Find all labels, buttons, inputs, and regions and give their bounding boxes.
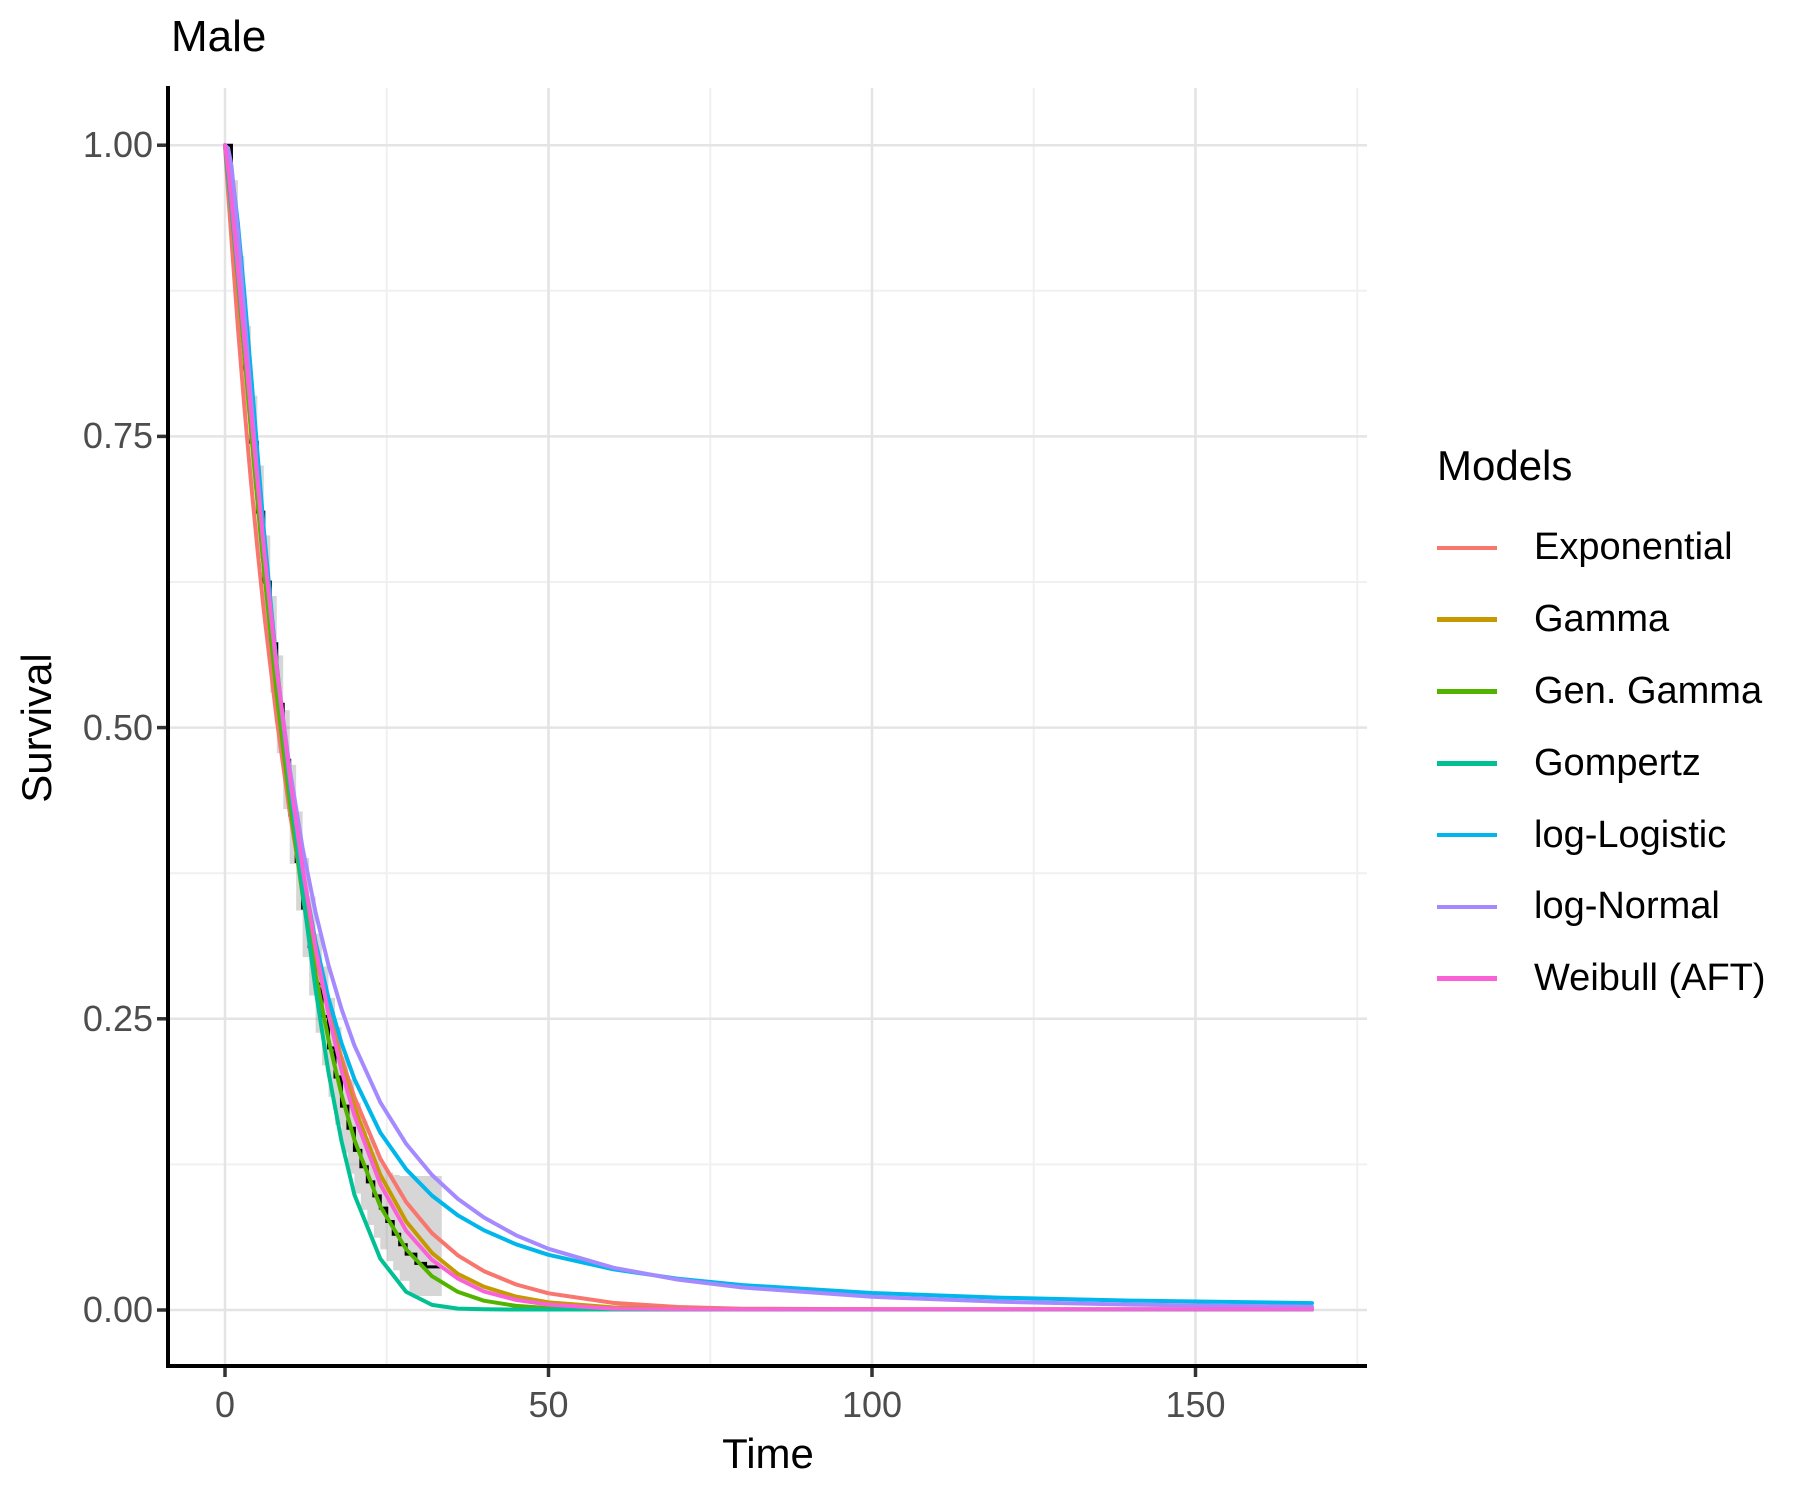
x-tick-label: 150: [1165, 1384, 1226, 1425]
y-tick-label: 1.00: [82, 124, 153, 166]
y-tick-label: 0.25: [82, 997, 153, 1039]
legend-label-gen-gamma: Gen. Gamma: [1534, 669, 1763, 712]
legend: Models Exponential Gamma Gen. Gamma Gompert…: [1437, 442, 1766, 1015]
legend-item-gamma: Gamma: [1437, 584, 1766, 656]
curve-log-logistic: [223, 143, 1314, 1306]
confidence-ribbon: [225, 145, 442, 1297]
plot-title: Male: [171, 12, 267, 61]
y-tick-label: 0.75: [82, 415, 153, 457]
y-tick-label: 0.50: [82, 706, 153, 748]
legend-label-log-normal: log-Normal: [1534, 885, 1720, 928]
legend-label-log-logistic: log-Logistic: [1534, 813, 1727, 856]
legend-key-log-logistic: [1437, 832, 1497, 838]
legend-title: Models: [1437, 442, 1573, 489]
legend-item-log-normal: log-Normal: [1437, 871, 1766, 943]
curve-log-normal: [223, 143, 1314, 1309]
legend-key-gamma: [1437, 617, 1497, 622]
legend-item-exponential: Exponential: [1437, 512, 1766, 584]
legend-label-weibull-aft: Weibull (AFT): [1534, 957, 1766, 1000]
y-tick-label: 0.00: [82, 1289, 153, 1330]
y-axis-title: Survival: [13, 653, 60, 803]
legend-label-exponential: Exponential: [1534, 526, 1733, 569]
x-tick-label: 0: [214, 1384, 236, 1425]
legend-item-weibull-aft: Weibull (AFT): [1437, 943, 1766, 1015]
legend-label-gamma: Gamma: [1534, 598, 1670, 641]
x-tick-label: 50: [528, 1384, 569, 1425]
legend-key-log-normal: [1437, 904, 1497, 910]
legend-rows: Exponential Gamma Gen. Gamma Gompertz log-Lo…: [1437, 512, 1766, 1015]
legend-item-log-logistic: log-Logistic: [1437, 799, 1766, 871]
legend-key-gen-gamma: [1437, 689, 1497, 694]
legend-key-weibull-aft: [1437, 976, 1497, 981]
legend-item-gen-gamma: Gen. Gamma: [1437, 656, 1766, 728]
legend-label-gompertz: Gompertz: [1534, 741, 1701, 784]
legend-key-exponential: [1437, 545, 1497, 551]
legend-item-gompertz: Gompertz: [1437, 727, 1766, 799]
legend-key-gompertz: [1437, 761, 1497, 766]
x-axis-title: Time: [722, 1430, 814, 1477]
curve-weibull-aft: [223, 143, 1314, 1312]
x-tick-label: 100: [841, 1384, 903, 1425]
